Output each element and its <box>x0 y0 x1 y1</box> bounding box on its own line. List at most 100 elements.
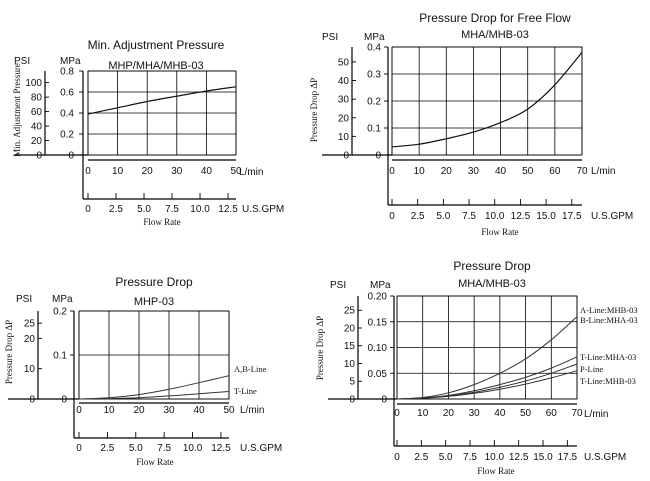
psi-tick-label: 15 <box>344 341 356 352</box>
series-label: A-Line:MHB-03 <box>580 305 638 315</box>
chart1-mpa-unit: MPa <box>60 56 81 67</box>
mpa-tick-label: 0.8 <box>60 67 74 78</box>
mpa-tick-label: 0.3 <box>367 70 381 81</box>
series-label: T-Line:MHB-03 <box>580 376 636 386</box>
chart3-xlabel: Flow Rate <box>136 457 173 467</box>
series-line-a-b-line <box>78 375 230 400</box>
chart1-axes <box>15 70 236 200</box>
lmin-tick-label: 50 <box>522 166 534 177</box>
lmin-tick-label: 60 <box>549 166 561 177</box>
lmin-tick-label: 20 <box>443 408 455 419</box>
chart2-x-unit: L/min <box>591 166 615 177</box>
gpm-tick-label: 2.5 <box>109 204 123 215</box>
lmin-tick-label: 70 <box>576 166 588 177</box>
mpa-tick-label: 0.2 <box>53 307 67 318</box>
lmin-tick-label: 0 <box>85 166 91 177</box>
lmin-tick-label: 70 <box>571 408 583 419</box>
lmin-tick-label: 30 <box>163 405 175 416</box>
chart2-xlabel: Flow Rate <box>481 227 518 237</box>
series-label: A,B-Line <box>234 364 267 374</box>
chart4-psi-unit: PSI <box>330 280 346 291</box>
chart2-axes <box>322 46 582 206</box>
gpm-tick-label: 7.5 <box>157 443 171 454</box>
gpm-tick-label: 7.5 <box>165 204 179 215</box>
chart3-series: A,B-Line T-Line <box>78 364 267 400</box>
psi-tick-label: 10 <box>24 364 36 375</box>
mpa-tick-label: 0.05 <box>368 369 388 380</box>
chart2-subtitle: MHA/MHB-03 <box>461 29 529 41</box>
chart2-gpm-unit: U.S.GPM <box>591 211 633 222</box>
chart3-tick-labels: 0 0.1 0.2 0 10 20 25 0 10 20 30 40 50 0 2.5 5.0 7.5 10.0 1… <box>24 307 235 455</box>
series-line-t-line-mhb-03 <box>396 370 578 400</box>
psi-tick-label: 50 <box>338 57 350 68</box>
series-line-p-line <box>396 363 578 400</box>
psi-tick-label: 0 <box>29 395 35 406</box>
gpm-tick-label: 12.5 <box>218 204 238 215</box>
chart-pressure-drop-mhp: Pressure Drop MHP-03 PSI MPa Pressure Dr… <box>4 275 282 467</box>
chart3-ylabel: Pressure Drop ΔP <box>4 320 14 384</box>
lmin-tick-label: 30 <box>469 408 481 419</box>
chart3-title: Pressure Drop <box>115 275 193 289</box>
chart3-subtitle: MHP-03 <box>134 296 174 308</box>
chart2-psi-unit: PSI <box>322 32 338 43</box>
psi-tick-label: 0 <box>36 151 42 162</box>
psi-tick-label: 0 <box>343 151 349 162</box>
mpa-tick-label: 0.10 <box>368 343 388 354</box>
lmin-tick-label: 10 <box>417 408 429 419</box>
psi-tick-label: 25 <box>344 306 356 317</box>
gpm-tick-label: 17.5 <box>558 452 578 463</box>
lmin-tick-label: 50 <box>230 166 242 177</box>
chart3-gpm-unit: U.S.GPM <box>240 443 282 454</box>
chart1-ylabel: Min. Adjustment Pressure <box>12 63 22 157</box>
psi-tick-label: 20 <box>24 334 36 345</box>
chart3-mpa-unit: MPa <box>52 294 73 305</box>
lmin-tick-label: 20 <box>133 405 145 416</box>
mpa-tick-label: 0 <box>381 395 387 406</box>
chart4-ylabel: Pressure Drop ΔP <box>315 316 325 380</box>
gpm-tick-label: 10.0 <box>183 443 203 454</box>
chart3-grid <box>78 310 230 400</box>
lmin-tick-label: 10 <box>112 166 124 177</box>
chart4-xlabel: Flow Rate <box>477 466 514 476</box>
mpa-tick-label: 0.15 <box>368 317 388 328</box>
psi-tick-label: 60 <box>31 107 43 118</box>
chart2-series <box>391 52 583 148</box>
psi-tick-label: 40 <box>338 76 350 87</box>
chart3-psi-unit: PSI <box>16 294 32 305</box>
gpm-tick-label: 0 <box>76 443 82 454</box>
chart4-x-unit: L/min <box>584 409 608 420</box>
mpa-tick-label: 0.4 <box>60 109 74 120</box>
mpa-tick-label: 0.2 <box>367 97 381 108</box>
psi-tick-label: 5 <box>349 377 355 388</box>
mpa-tick-label: 0.6 <box>60 88 74 99</box>
chart-pressure-drop-free-flow: Pressure Drop for Free Flow MHA/MHB-03 P… <box>309 11 633 237</box>
chart2-grid <box>391 46 583 156</box>
lmin-tick-label: 40 <box>201 166 213 177</box>
lmin-tick-label: 20 <box>441 166 453 177</box>
chart2-mpa-unit: MPa <box>364 32 385 43</box>
psi-tick-label: 20 <box>31 136 43 147</box>
lmin-tick-label: 0 <box>394 408 400 419</box>
mpa-tick-label: 0 <box>68 151 74 162</box>
psi-tick-label: 100 <box>25 78 42 89</box>
chart2-title: Pressure Drop for Free Flow <box>419 11 571 25</box>
psi-tick-label: 20 <box>338 113 350 124</box>
chart1-psi-unit: PSI <box>14 56 30 67</box>
psi-tick-label: 80 <box>31 93 43 104</box>
chart1-tick-labels: 0 0.2 0.4 0.6 0.8 0 20 40 60 80 100 0 10 20 30 40 50 0 2.5… <box>25 67 242 216</box>
chart4-subtitle: MHA/MHB-03 <box>458 278 526 290</box>
lmin-tick-label: 30 <box>171 166 183 177</box>
lmin-tick-label: 40 <box>494 408 506 419</box>
gpm-tick-label: 7.5 <box>462 211 476 222</box>
lmin-tick-label: 40 <box>193 405 205 416</box>
chart4-tick-labels: 0 0.05 0.10 0.15 0.20 0 5 10 15 20 25 0 10 20 30 40 50 60… <box>344 292 583 464</box>
lmin-tick-label: 50 <box>223 405 235 416</box>
psi-tick-label: 30 <box>338 95 350 106</box>
series-label: T-Line <box>234 386 257 396</box>
gpm-tick-label: 0 <box>85 204 91 215</box>
chart-min-adjustment-pressure: Min. Adjustment Pressure MHP/MHA/MHB-03 … <box>12 38 284 227</box>
psi-tick-label: 40 <box>31 122 43 133</box>
gpm-tick-label: 12.5 <box>509 452 529 463</box>
gpm-tick-label: 5.0 <box>436 211 450 222</box>
